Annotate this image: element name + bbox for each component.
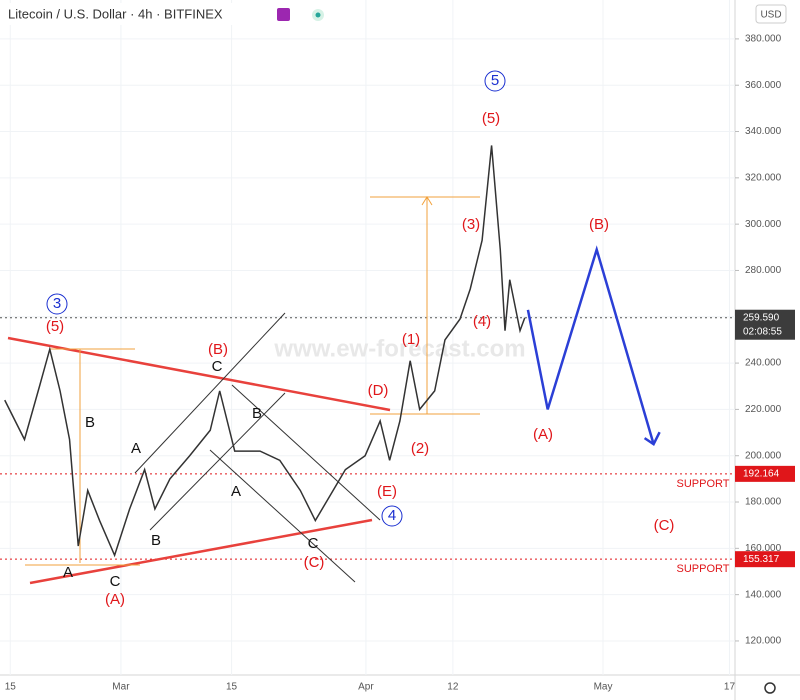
y-tick-label: 220.000 — [745, 404, 782, 415]
arrow-head — [643, 431, 661, 446]
y-tick-label: 140.000 — [745, 589, 782, 600]
y-tick-label: 280.000 — [745, 265, 782, 276]
wave-label: A — [63, 564, 73, 581]
wave-label: B — [85, 414, 95, 431]
currency-box — [755, 4, 787, 24]
wave-circle — [484, 70, 506, 92]
wave-label: 5 — [491, 72, 499, 89]
y-tick-label: 380.000 — [745, 34, 782, 45]
trend-line — [29, 518, 373, 585]
wave-label: (C) — [304, 554, 325, 571]
title-bg — [0, 3, 300, 25]
price-line-series — [4, 145, 526, 558]
wave-label: (5) — [46, 318, 64, 335]
wave-label: C — [212, 358, 223, 375]
wave-circle — [381, 505, 403, 527]
y-tick-label: 160.000 — [745, 543, 782, 554]
y-tick-label: 180.000 — [745, 497, 782, 508]
x-tick-label: Apr — [358, 682, 374, 693]
wave-label: (E) — [377, 483, 397, 500]
wave-label: (B) — [589, 216, 609, 233]
wave-label: (5) — [482, 110, 500, 127]
drawings — [7, 196, 480, 585]
channel-line — [231, 384, 381, 521]
status-icon — [315, 12, 321, 18]
settings-icon — [764, 682, 776, 694]
wave-label: (4) — [473, 313, 491, 330]
support-price-box — [735, 465, 795, 482]
wave-label: A — [231, 483, 241, 500]
support-price-label: 155.317 — [743, 554, 780, 565]
support-label: SUPPORT — [677, 478, 730, 490]
projection-line — [526, 245, 655, 445]
arrow-head — [421, 196, 433, 206]
wave-label: C — [308, 535, 319, 552]
x-tick-label: 15 — [226, 682, 238, 693]
watermark: www.ew-forecast.com — [273, 335, 525, 362]
series — [4, 145, 661, 558]
x-tick-label: 15 — [5, 682, 17, 693]
channel-line — [209, 449, 356, 583]
wave-label: (3) — [462, 216, 480, 233]
y-tick-label: 320.000 — [745, 172, 782, 183]
wave-label: B — [252, 405, 262, 422]
x-tick-label: Mar — [112, 682, 130, 693]
price-box — [735, 309, 795, 340]
flag-icon — [277, 8, 290, 21]
grid — [0, 0, 735, 675]
wave-label: C — [110, 573, 121, 590]
chart-title: Litecoin / U.S. Dollar · 4h · BITFINEX — [8, 6, 223, 21]
y-tick-label: 300.000 — [745, 219, 782, 230]
currency: USD — [760, 10, 781, 21]
wave-label: (D) — [368, 382, 389, 399]
trend-line — [7, 336, 391, 412]
x-tick-label: 12 — [447, 682, 459, 693]
wave-label: (C) — [654, 517, 675, 534]
wave-label: 4 — [388, 507, 396, 524]
wave-label: (A) — [105, 591, 125, 608]
wave-label: B — [151, 532, 161, 549]
x-tick-label: May — [594, 682, 613, 693]
y-tick-label: 240.000 — [745, 358, 782, 369]
support-price-label: 192.164 — [743, 468, 780, 479]
support-price-box — [735, 551, 795, 568]
price-label: 259.590 — [743, 312, 780, 323]
wave-label: (1) — [402, 331, 420, 348]
channel-line — [149, 392, 286, 531]
support-label: SUPPORT — [677, 563, 730, 575]
wave-circle — [46, 293, 68, 315]
wave-label: A — [131, 440, 141, 457]
x-tick-label: 17 — [724, 682, 736, 693]
wave-label: (A) — [533, 426, 553, 443]
y-tick-label: 340.000 — [745, 126, 782, 137]
y-tick-label: 200.000 — [745, 450, 782, 461]
wave-label: 3 — [53, 295, 61, 312]
countdown: 02:08:55 — [743, 326, 782, 337]
y-tick-label: 360.000 — [745, 80, 782, 91]
wave-label: (2) — [411, 440, 429, 457]
wave-label: (B) — [208, 341, 228, 358]
channel-line — [134, 312, 286, 474]
y-tick-label: 120.000 — [745, 636, 782, 647]
